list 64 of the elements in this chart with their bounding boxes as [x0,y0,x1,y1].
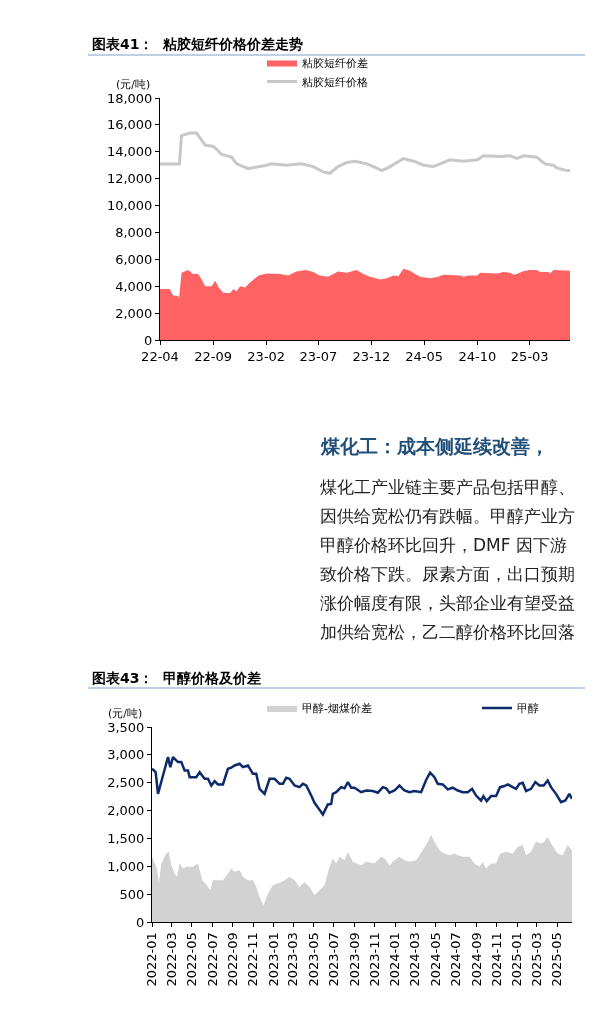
y-tick-label: 8,000 [115,224,153,240]
x-tick-label: 2024-07 [447,932,463,987]
x-tick-label: 24-10 [458,348,497,364]
x-tick-label: 23-02 [247,348,286,364]
x-tick-label: 22-09 [194,348,233,364]
x-tick-label: 2023-11 [367,932,383,987]
y-tick-label: 3,500 [107,719,145,735]
line-series [152,755,572,816]
text: 甲醇价格环比回升，DMF 因下游 [320,535,567,555]
x-tick-label: 22-04 [141,348,179,364]
x-tick-label: 2024-09 [468,932,484,987]
y-tick-label: 0 [136,914,145,930]
x-tick-label: 2025-01 [509,932,525,987]
y-tick-label: 3,000 [107,747,145,763]
legend-label: 粘胶短纤价差 [302,56,368,70]
x-tick-label: 2022-11 [245,932,261,987]
x-tick-label: 2024-11 [488,932,504,987]
x-tick-label: 2025-05 [549,932,565,987]
y-tick-label: 500 [119,886,145,902]
y-tick-label: 14,000 [106,144,153,160]
text: 加供给宽松，乙二醇价格环比回落 [320,622,575,642]
text: 煤化工：成本侧延续改善， [320,435,549,457]
x-tick-label: 23-07 [299,348,338,364]
chart-title: 图表41： 粘胶短纤价格价差走势 [92,36,304,52]
x-tick-label: 2023-07 [326,932,342,987]
y-tick-label: 2,500 [107,775,145,791]
chart-title: 图表43： 甲醇价格及价差 [92,670,262,686]
x-tick-label: 2022-07 [204,932,220,987]
x-tick-label: 2023-05 [305,932,321,987]
x-tick-label: 2023-01 [265,932,281,987]
x-tick-label: 2024-01 [387,932,403,987]
x-tick-label: 2022-03 [163,932,179,987]
y-axis-title: (元/吨) [116,78,151,91]
y-tick-label: 18,000 [106,90,153,106]
text: 煤化工产业链主要产品包括甲醇、 [320,477,575,497]
text: 致价格下跌。尿素方面，出口预期 [320,564,575,584]
y-tick-label: 10,000 [106,198,153,214]
y-tick-label: 1,000 [107,858,145,874]
x-tick-label: 2022-05 [184,932,200,987]
x-tick-label: 24-05 [405,348,444,364]
legend-label: 甲醇 [517,702,539,716]
y-tick-label: 4,000 [115,278,153,294]
x-tick-label: 2022-01 [144,932,160,987]
legend-label: 粘胶短纤价格 [302,75,368,89]
y-tick-label: 2,000 [115,305,153,321]
x-tick-label: 2023-03 [285,932,301,987]
line-series [160,131,570,175]
text: 涨价幅度有限，头部企业有望受益 [320,593,575,613]
y-tick-label: 6,000 [115,251,153,267]
x-tick-label: 25-03 [510,348,549,364]
x-tick-label: 23-12 [352,348,391,364]
x-tick-label: 2025-03 [528,932,544,987]
y-tick-label: 0 [144,332,153,348]
y-tick-label: 2,000 [107,803,145,819]
y-tick-label: 1,500 [107,830,145,846]
x-tick-label: 2022-09 [225,932,241,987]
x-tick-label: 2024-03 [407,932,423,987]
x-tick-label: 2023-09 [346,932,362,987]
y-tick-label: 16,000 [106,117,153,133]
x-tick-label: 2024-05 [427,932,443,987]
legend-label: 甲醇-烟煤价差 [302,702,372,716]
y-tick-label: 12,000 [106,171,153,187]
y-axis-title: (元/吨) [108,707,143,720]
text: 因供给宽松仍有跌幅。甲醇产业方 [320,506,575,526]
